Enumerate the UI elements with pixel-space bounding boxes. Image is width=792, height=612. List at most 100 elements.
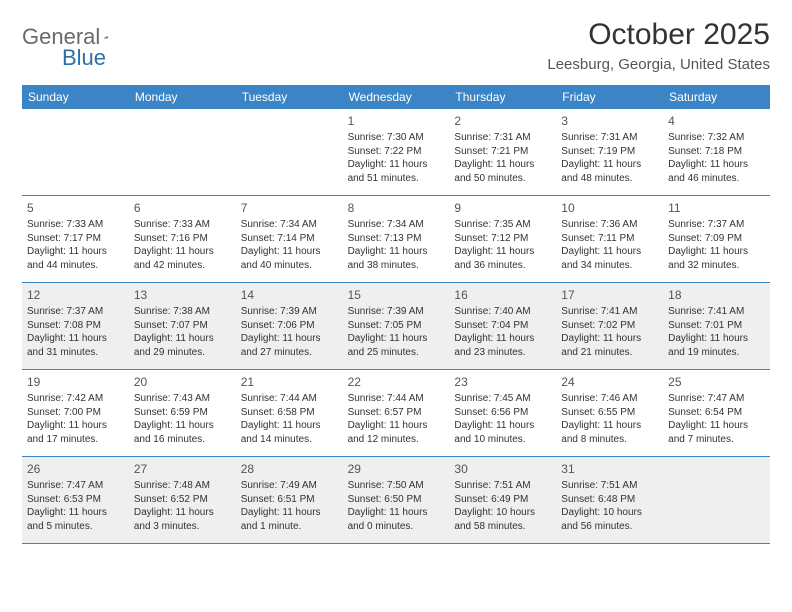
sunrise-text: Sunrise: 7:47 AM <box>27 479 124 493</box>
sunrise-text: Sunrise: 7:37 AM <box>27 305 124 319</box>
day-number: 22 <box>348 374 445 390</box>
day-number: 13 <box>134 287 231 303</box>
daylight-text: Daylight: 11 hours and 32 minutes. <box>668 245 765 272</box>
sunset-text: Sunset: 7:02 PM <box>561 319 658 333</box>
sunrise-text: Sunrise: 7:31 AM <box>561 131 658 145</box>
sunset-text: Sunset: 6:53 PM <box>27 493 124 507</box>
sunrise-text: Sunrise: 7:44 AM <box>241 392 338 406</box>
day-cell: 9Sunrise: 7:35 AMSunset: 7:12 PMDaylight… <box>449 196 556 282</box>
sunset-text: Sunset: 6:55 PM <box>561 406 658 420</box>
day-cell: 19Sunrise: 7:42 AMSunset: 7:00 PMDayligh… <box>22 370 129 456</box>
day-cell: 22Sunrise: 7:44 AMSunset: 6:57 PMDayligh… <box>343 370 450 456</box>
logo-text-blue: Blue <box>62 45 106 70</box>
sunset-text: Sunset: 6:50 PM <box>348 493 445 507</box>
sunset-text: Sunset: 7:01 PM <box>668 319 765 333</box>
day-number: 5 <box>27 200 124 216</box>
day-cell: 6Sunrise: 7:33 AMSunset: 7:16 PMDaylight… <box>129 196 236 282</box>
daylight-text: Daylight: 11 hours and 29 minutes. <box>134 332 231 359</box>
daylight-text: Daylight: 11 hours and 50 minutes. <box>454 158 551 185</box>
week-row: 5 Sunrise: 7:33 AM Sunset: 7:17 PM Daylight… <box>22 196 770 283</box>
daylight-text: Daylight: 11 hours and 27 minutes. <box>241 332 338 359</box>
sunset-text: Sunset: 7:05 PM <box>348 319 445 333</box>
week-row: 12Sunrise: 7:37 AMSunset: 7:08 PMDayligh… <box>22 283 770 370</box>
daylight-text: Daylight: 11 hours and 31 minutes. <box>27 332 124 359</box>
weeks-container: 1Sunrise: 7:30 AMSunset: 7:22 PMDaylight… <box>22 109 770 544</box>
day-number: 9 <box>454 200 551 216</box>
day-cell: 24Sunrise: 7:46 AMSunset: 6:55 PMDayligh… <box>556 370 663 456</box>
sunrise-text: Sunrise: 7:45 AM <box>454 392 551 406</box>
day-number: 3 <box>561 113 658 129</box>
day-cell: 17Sunrise: 7:41 AMSunset: 7:02 PMDayligh… <box>556 283 663 369</box>
sunrise-text: Sunrise: 7:33 AM <box>134 218 231 232</box>
sunrise-text: Sunrise: 7:30 AM <box>348 131 445 145</box>
logo-triangle-icon <box>104 29 108 45</box>
day-cell: 3Sunrise: 7:31 AMSunset: 7:19 PMDaylight… <box>556 109 663 195</box>
daylight-text: Daylight: 11 hours and 0 minutes. <box>348 506 445 533</box>
sunrise-text: Sunrise: 7:37 AM <box>668 218 765 232</box>
sunrise-text: Sunrise: 7:42 AM <box>27 392 124 406</box>
daylight-text: Daylight: 11 hours and 34 minutes. <box>561 245 658 272</box>
dow-cell: Tuesday <box>236 85 343 109</box>
daylight-text: Daylight: 11 hours and 3 minutes. <box>134 506 231 533</box>
day-number: 19 <box>27 374 124 390</box>
sunset-text: Sunset: 7:17 PM <box>27 232 124 246</box>
day-cell: 11 Sunrise: 7:37 AMSunset: 7:09 PMDayligh… <box>663 196 770 282</box>
sunset-text: Sunset: 7:09 PM <box>668 232 765 246</box>
dow-cell: Sunday <box>22 85 129 109</box>
daylight-text: Daylight: 11 hours and 21 minutes. <box>561 332 658 359</box>
sunrise-text: Sunrise: 7:39 AM <box>348 305 445 319</box>
day-cell: 8Sunrise: 7:34 AMSunset: 7:13 PMDaylight… <box>343 196 450 282</box>
day-number: 8 <box>348 200 445 216</box>
day-cell: 16Sunrise: 7:40 AMSunset: 7:04 PMDayligh… <box>449 283 556 369</box>
sunset-text: Sunset: 7:11 PM <box>561 232 658 246</box>
week-row: 19Sunrise: 7:42 AMSunset: 7:00 PMDayligh… <box>22 370 770 457</box>
sunrise-text: Sunrise: 7:46 AM <box>561 392 658 406</box>
daylight-text: Daylight: 11 hours and 36 minutes. <box>454 245 551 272</box>
day-cell: 29Sunrise: 7:50 AMSunset: 6:50 PMDayligh… <box>343 457 450 543</box>
calendar: SundayMondayTuesdayWednesdayThursdayFrid… <box>22 85 770 544</box>
dow-cell: Friday <box>556 85 663 109</box>
day-number: 24 <box>561 374 658 390</box>
day-cell: 25Sunrise: 7:47 AMSunset: 6:54 PMDayligh… <box>663 370 770 456</box>
daylight-text: Daylight: 10 hours and 58 minutes. <box>454 506 551 533</box>
dow-cell: Monday <box>129 85 236 109</box>
sunrise-text: Sunrise: 7:39 AM <box>241 305 338 319</box>
daylight-text: Daylight: 11 hours and 10 minutes. <box>454 419 551 446</box>
daylight-text: Daylight: 11 hours and 17 minutes. <box>27 419 124 446</box>
week-row: 26Sunrise: 7:47 AMSunset: 6:53 PMDayligh… <box>22 457 770 544</box>
day-cell: 4Sunrise: 7:32 AMSunset: 7:18 PMDaylight… <box>663 109 770 195</box>
day-cell <box>236 109 343 195</box>
sunset-text: Sunset: 7:18 PM <box>668 145 765 159</box>
sunset-text: Sunset: 7:12 PM <box>454 232 551 246</box>
day-number: 16 <box>454 287 551 303</box>
daylight-text: Daylight: 11 hours and 42 minutes. <box>134 245 231 272</box>
day-cell: 31Sunrise: 7:51 AMSunset: 6:48 PMDayligh… <box>556 457 663 543</box>
sunrise-text: Sunrise: 7:34 AM <box>348 218 445 232</box>
day-number: 12 <box>27 287 124 303</box>
daylight-text: Daylight: 11 hours and 23 minutes. <box>454 332 551 359</box>
daylight-text: Daylight: 11 hours and 51 minutes. <box>348 158 445 185</box>
sunset-text: Sunset: 7:22 PM <box>348 145 445 159</box>
day-cell <box>663 457 770 543</box>
day-cell: 1Sunrise: 7:30 AMSunset: 7:22 PMDaylight… <box>343 109 450 195</box>
day-number: 2 <box>454 113 551 129</box>
sunset-text: Sunset: 6:58 PM <box>241 406 338 420</box>
day-cell: 7Sunrise: 7:34 AMSunset: 7:14 PMDaylight… <box>236 196 343 282</box>
day-cell: 23Sunrise: 7:45 AMSunset: 6:56 PMDayligh… <box>449 370 556 456</box>
daylight-text: Daylight: 11 hours and 46 minutes. <box>668 158 765 185</box>
sunset-text: Sunset: 6:51 PM <box>241 493 338 507</box>
day-cell <box>22 109 129 195</box>
sunset-text: Sunset: 6:49 PM <box>454 493 551 507</box>
sunset-text: Sunset: 6:56 PM <box>454 406 551 420</box>
day-number: 21 <box>241 374 338 390</box>
title-block: October 2025 Leesburg, Georgia, United S… <box>547 18 770 73</box>
sunrise-text: Sunrise: 7:47 AM <box>668 392 765 406</box>
day-cell: 5Sunrise: 7:33 AMSunset: 7:17 PMDaylight… <box>22 196 129 282</box>
sunset-text: Sunset: 7:21 PM <box>454 145 551 159</box>
daylight-text: Daylight: 11 hours and 5 minutes. <box>27 506 124 533</box>
dow-cell: Saturday <box>663 85 770 109</box>
day-number: 17 <box>561 287 658 303</box>
day-number: 11 <box>668 200 765 216</box>
daylight-text: Daylight: 11 hours and 38 minutes. <box>348 245 445 272</box>
day-cell <box>129 109 236 195</box>
